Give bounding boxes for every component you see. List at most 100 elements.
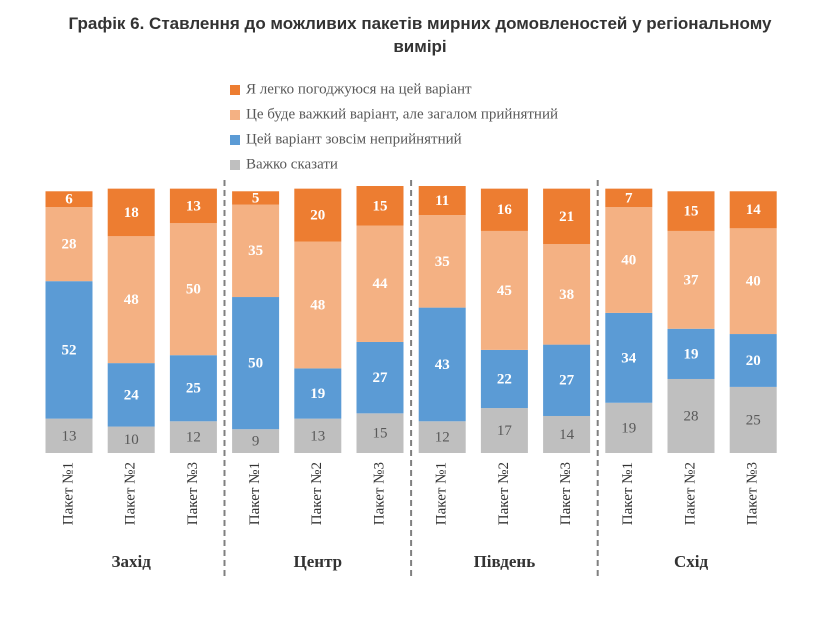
value-label: 48: [124, 292, 139, 308]
value-label: 13: [62, 428, 77, 444]
bar-segment: [232, 429, 280, 453]
legend-label: Це буде важкий варіант, але загалом прий…: [246, 106, 558, 122]
bar-segment: [294, 188, 342, 242]
value-label: 15: [684, 204, 699, 220]
bar-segment: [543, 344, 591, 416]
bar-segment: [667, 378, 715, 453]
bar-segment: [232, 297, 280, 430]
bar-segment: [418, 307, 466, 422]
bar-segment: [480, 408, 528, 453]
legend-label: Важко сказати: [246, 156, 338, 172]
value-label: 22: [497, 371, 512, 387]
bar-segment: [543, 244, 591, 345]
group-label: Захід: [112, 552, 152, 571]
bar-segment: [107, 188, 155, 237]
bar-segment: [605, 207, 653, 313]
bar-segment: [45, 281, 93, 419]
bar-segment: [605, 188, 653, 208]
category-label: Пакет №1: [60, 462, 76, 525]
bar-segment: [418, 215, 466, 308]
value-label: 11: [435, 193, 449, 209]
bar-segment: [729, 334, 777, 387]
bar-segment: [667, 191, 715, 231]
bar-segment: [480, 188, 528, 231]
value-label: 12: [435, 430, 450, 446]
value-label: 15: [373, 198, 388, 214]
bar-segment: [107, 426, 155, 453]
category-label: Пакет №3: [745, 462, 761, 525]
category-label: Пакет №2: [682, 462, 698, 525]
value-label: 35: [435, 254, 450, 270]
value-label: 5: [252, 190, 260, 206]
value-label: 6: [65, 192, 73, 208]
bar-segment: [169, 355, 217, 422]
value-label: 19: [621, 420, 636, 436]
value-label: 50: [186, 282, 201, 298]
value-label: 44: [373, 276, 389, 292]
value-label: 13: [310, 428, 325, 444]
bar-segment: [729, 386, 777, 453]
bar-segment: [45, 207, 93, 282]
value-label: 28: [62, 237, 77, 253]
value-label: 9: [252, 434, 260, 450]
value-label: 15: [373, 426, 388, 442]
bar-segment: [294, 418, 342, 453]
bar-segment: [107, 363, 155, 427]
bar-segment: [729, 191, 777, 229]
value-label: 17: [497, 423, 513, 439]
bar-segment: [356, 413, 404, 453]
category-label: Пакет №3: [185, 462, 201, 525]
value-label: 27: [559, 373, 575, 389]
value-label: 13: [186, 198, 201, 214]
group-label: Центр: [294, 552, 343, 571]
value-label: 16: [497, 202, 513, 218]
value-label: 45: [497, 283, 512, 299]
value-label: 21: [559, 209, 574, 225]
value-label: 28: [684, 408, 699, 424]
value-label: 14: [746, 202, 762, 218]
value-label: 10: [124, 432, 139, 448]
value-label: 52: [62, 342, 77, 358]
bar-segment: [356, 341, 404, 414]
legend-label: Я легко погоджуюся на цей варіант: [246, 81, 472, 97]
bar-segment: [543, 188, 591, 245]
value-label: 18: [124, 205, 139, 221]
value-label: 50: [248, 356, 263, 372]
value-label: 34: [621, 350, 637, 366]
bar-segment: [356, 186, 404, 226]
bar-segment: [45, 191, 93, 208]
bar-segment: [480, 230, 528, 350]
legend-label: Цей варіант зовсім неприйнятний: [246, 131, 462, 147]
chart-title: Графік 6. Ставлення до можливих пакетів …: [68, 14, 772, 56]
value-label: 12: [186, 430, 201, 446]
bar-segment: [294, 241, 342, 369]
value-label: 25: [186, 381, 201, 397]
category-label: Пакет №1: [620, 462, 636, 525]
group-label: Схід: [674, 552, 709, 571]
value-label: 35: [248, 243, 263, 259]
category-label: Пакет №3: [558, 462, 574, 525]
category-label: Пакет №1: [247, 462, 263, 525]
category-label: Пакет №2: [123, 462, 139, 525]
category-label: Пакет №1: [434, 462, 450, 525]
bar-segment: [418, 421, 466, 453]
legend-swatch: [230, 110, 240, 120]
bar-segment: [605, 402, 653, 453]
value-label: 43: [435, 357, 450, 373]
category-label: Пакет №2: [309, 462, 325, 525]
bar-segment: [232, 191, 280, 205]
bar-segment: [480, 349, 528, 409]
bar-segment: [169, 223, 217, 356]
value-label: 20: [746, 353, 761, 369]
value-label: 48: [310, 297, 325, 313]
value-label: 19: [310, 386, 325, 402]
bar-segment: [667, 230, 715, 329]
category-label: Пакет №3: [371, 462, 387, 525]
legend-swatch: [230, 160, 240, 170]
value-label: 37: [684, 272, 700, 288]
bar-segment: [169, 421, 217, 453]
value-label: 40: [621, 252, 636, 268]
value-label: 40: [746, 274, 761, 290]
bar-segment: [356, 225, 404, 342]
